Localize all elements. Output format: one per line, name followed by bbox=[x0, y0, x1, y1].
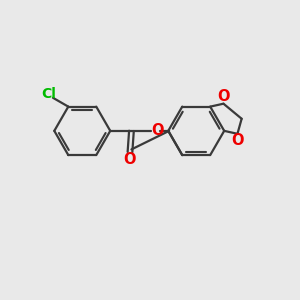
Text: O: O bbox=[151, 123, 163, 138]
Text: O: O bbox=[231, 134, 244, 148]
Text: Cl: Cl bbox=[41, 87, 56, 101]
Text: O: O bbox=[124, 152, 136, 166]
Text: O: O bbox=[217, 89, 230, 104]
